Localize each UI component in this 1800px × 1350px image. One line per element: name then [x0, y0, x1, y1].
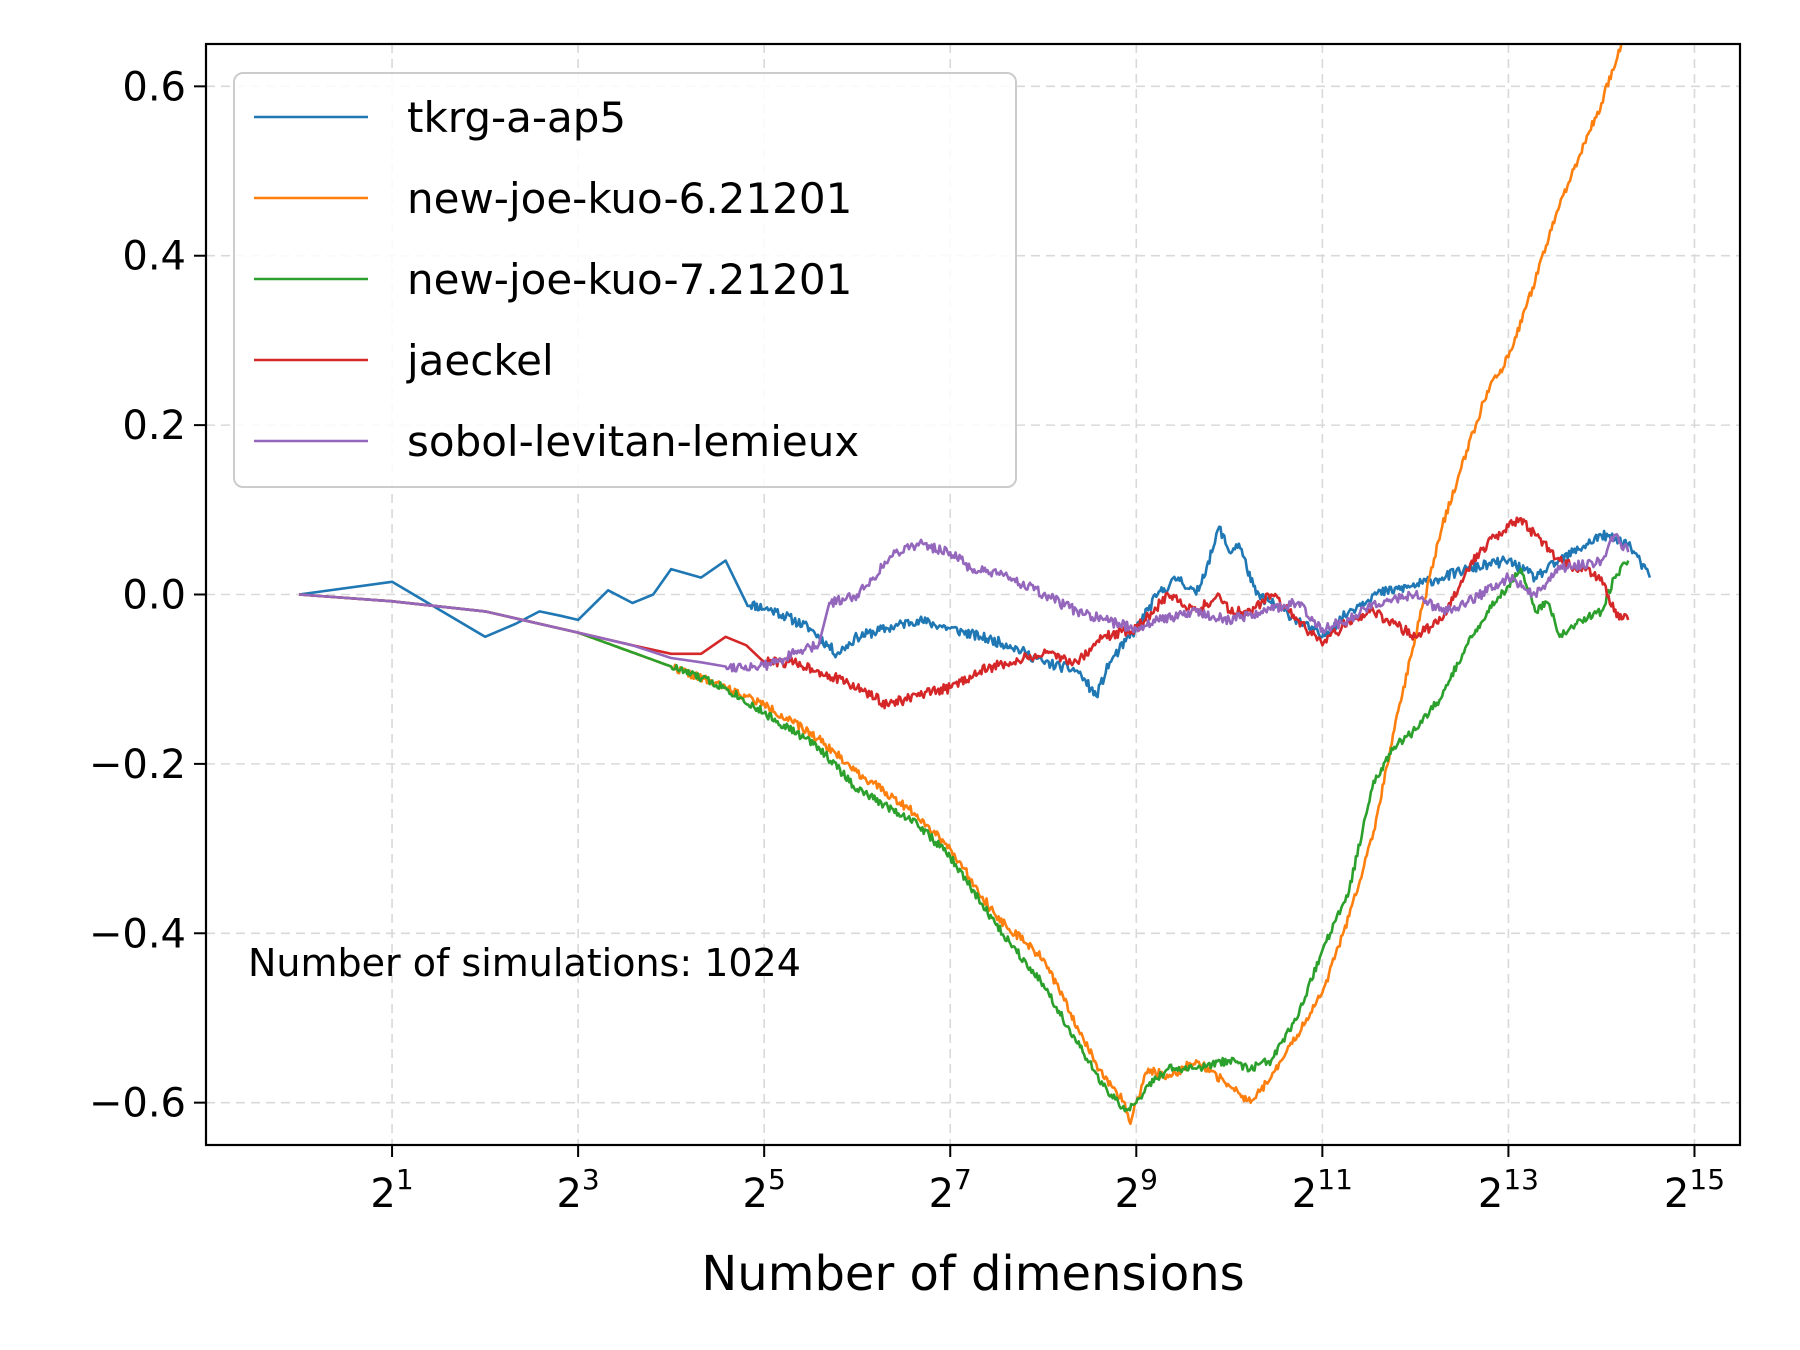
- x-tick-base: 2: [1115, 1171, 1140, 1217]
- x-tick-base: 2: [929, 1171, 954, 1217]
- x-tick-label: 27: [929, 1163, 972, 1217]
- x-tick-label: 29: [1115, 1163, 1158, 1217]
- axis-ticks: 21 23 25 27 29 211 213 2150.60.40.20.0−0.2−0.4−…: [89, 64, 1725, 1217]
- y-tick-label: −0.2: [89, 742, 186, 788]
- y-tick-label: −0.6: [89, 1081, 186, 1127]
- x-tick-exponent: 1: [396, 1163, 414, 1196]
- x-tick-base: 2: [1292, 1171, 1317, 1217]
- series-line-jaeckel: [298, 516, 1630, 710]
- x-tick-exponent: 5: [768, 1163, 786, 1196]
- x-tick-exponent: 13: [1503, 1163, 1539, 1196]
- x-tick-exponent: 9: [1140, 1163, 1158, 1196]
- legend-label: tkrg-a-ap5: [407, 93, 626, 142]
- y-tick-label: 0.2: [122, 403, 186, 449]
- series-line-new-joe-kuo-6.21201: [298, 44, 1623, 1126]
- series-lines: [298, 44, 1652, 1126]
- x-tick-base: 2: [743, 1171, 768, 1217]
- legend-label: new-joe-kuo-7.21201: [407, 255, 852, 304]
- x-tick-exponent: 11: [1317, 1163, 1353, 1196]
- series-line-sobol-levitan-lemieux: [298, 532, 1630, 673]
- x-tick-base: 2: [370, 1171, 395, 1217]
- legend-label: jaeckel: [406, 336, 554, 385]
- legend-label: new-joe-kuo-6.21201: [407, 174, 852, 223]
- x-tick-exponent: 7: [954, 1163, 972, 1196]
- y-tick-label: 0.4: [122, 234, 186, 280]
- legend-label: sobol-levitan-lemieux: [407, 417, 859, 466]
- x-tick-label: 25: [743, 1163, 786, 1217]
- series-line-tkrg-a-ap5: [298, 525, 1652, 699]
- x-tick-label: 211: [1292, 1163, 1353, 1217]
- legend-box: [233, 72, 1017, 488]
- x-tick-base: 2: [1478, 1171, 1503, 1217]
- annotation-text: Number of simulations: 1024: [248, 941, 801, 985]
- x-tick-exponent: 15: [1689, 1163, 1725, 1196]
- series-line-new-joe-kuo-7.21201: [298, 560, 1630, 1113]
- x-tick-label: 21: [370, 1163, 413, 1217]
- x-tick-base: 2: [1664, 1171, 1689, 1217]
- y-tick-label: 0.0: [122, 573, 186, 619]
- legend: tkrg-a-ap5 new-joe-kuo-6.21201 new-joe-kuo…: [233, 72, 1017, 488]
- y-tick-label: −0.4: [89, 911, 186, 957]
- x-tick-label: 213: [1478, 1163, 1539, 1217]
- x-tick-base: 2: [556, 1171, 581, 1217]
- x-axis-title: Number of dimensions: [701, 1246, 1244, 1302]
- x-tick-exponent: 3: [582, 1163, 600, 1196]
- x-tick-label: 215: [1664, 1163, 1725, 1217]
- x-tick-label: 23: [556, 1163, 599, 1217]
- y-tick-label: 0.6: [122, 64, 186, 110]
